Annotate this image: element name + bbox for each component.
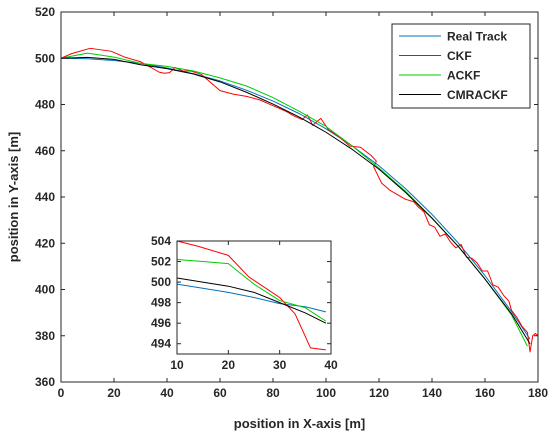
main-y-tick-label: 460 (35, 144, 55, 158)
legend-label-real-track: Real Track (447, 30, 507, 44)
inset-y-tick-label: 500 (151, 275, 171, 289)
main-line-ckf (60, 47, 539, 353)
main-line-cmrackf (60, 56, 531, 345)
main-y-tick-label: 420 (35, 236, 55, 250)
y-axis-label: position in Y-axis [m] (6, 132, 21, 263)
inset-y-tick-label: 496 (151, 316, 171, 330)
main-x-tick-label: 140 (422, 386, 442, 400)
inset-ticks: 10 20 30 40 494 496 498 500 502 504 (151, 234, 338, 372)
main-y-tick-label: 500 (35, 51, 55, 65)
main-x-tick-label: 80 (266, 386, 280, 400)
inset-y-tick-label: 502 (151, 255, 171, 269)
legend: Real Track CKF ACKF CMRACKF (391, 23, 531, 109)
inset-y-tick-label: 494 (151, 337, 171, 351)
main-x-tick-label: 60 (213, 386, 227, 400)
main-x-tick-label: 160 (475, 386, 495, 400)
inset-line-series-2 (176, 240, 326, 351)
main-x-tick-label: 40 (160, 386, 174, 400)
main-series-group (60, 47, 539, 353)
inset-axes-frame (176, 240, 332, 355)
main-x-tick-label: 100 (316, 386, 336, 400)
main-x-tick-label: 20 (107, 386, 121, 400)
main-y-tick-label: 440 (35, 190, 55, 204)
inset-x-tick-label: 20 (222, 358, 236, 372)
legend-label-ackf: ACKF (447, 69, 480, 83)
inset-axes: 10 20 30 40 494 496 498 500 502 504 (151, 234, 338, 372)
legend-label-ckf: CKF (447, 49, 472, 63)
main-y-tick-label: 380 (35, 329, 55, 343)
main-x-tick-label: 0 (58, 386, 65, 400)
main-y-tick-label: 360 (35, 375, 55, 389)
inset-x-tick-label: 10 (170, 358, 184, 372)
main-y-tick-label: 480 (35, 98, 55, 112)
main-x-tick-label: 180 (528, 386, 548, 400)
inset-line-series-1 (176, 283, 326, 313)
main-ticks: 0 20 40 60 80 100 120 140 160 180 360 380 400 420 440 4… (35, 5, 548, 400)
main-y-tick-label: 400 (35, 283, 55, 297)
main-x-tick-label: 120 (369, 386, 389, 400)
inset-y-tick-label: 504 (151, 234, 171, 248)
inset-x-tick-label: 40 (324, 358, 338, 372)
inset-line-series-4 (176, 277, 327, 324)
main-y-tick-label: 520 (35, 5, 55, 19)
main-axes-frame (60, 11, 539, 383)
inset-x-tick-label: 30 (273, 358, 287, 372)
x-axis-label: position in X-axis [m] (234, 416, 365, 431)
legend-label-cmrackf: CMRACKF (447, 88, 508, 102)
inset-y-tick-label: 498 (151, 296, 171, 310)
inset-line-series-3 (176, 258, 327, 322)
inset-series-group (176, 240, 327, 351)
